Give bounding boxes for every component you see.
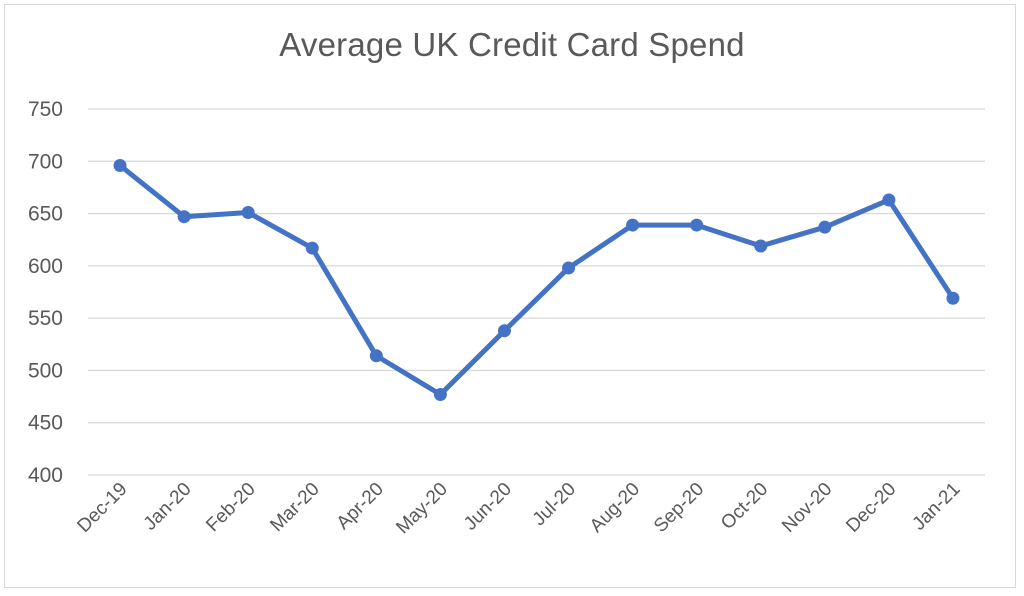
- x-tick-label: May-20: [392, 479, 452, 539]
- x-tick-label: Dec-20: [842, 479, 900, 537]
- x-tick-label: Aug-20: [586, 479, 644, 537]
- x-tick-label: Oct-20: [717, 479, 772, 534]
- y-tick-label: 450: [28, 412, 63, 435]
- data-point-marker: [754, 239, 768, 253]
- y-tick-label: 700: [28, 150, 63, 173]
- x-tick-label: Apr-20: [333, 479, 388, 534]
- x-axis-labels: Dec-19 Jan-20 Feb-20 Mar-20 Apr-20 May-20 Jun-…: [73, 479, 964, 539]
- series-line: [117, 162, 956, 397]
- x-tick-label: Dec-19: [73, 479, 131, 537]
- chart-frame: [4, 4, 1016, 588]
- x-tick-label: Mar-20: [266, 479, 323, 536]
- x-tick-label: Jun-20: [460, 479, 516, 535]
- x-tick-label: Sep-20: [650, 479, 708, 537]
- chart-title: Average UK Credit Card Spend: [279, 26, 745, 63]
- data-point-marker: [626, 218, 640, 232]
- data-point-marker: [177, 210, 191, 224]
- data-point-marker: [946, 291, 960, 305]
- gridlines: [88, 108, 985, 476]
- x-tick-label: Feb-20: [202, 479, 259, 536]
- data-point-marker: [433, 387, 447, 401]
- x-tick-label: Jan-20: [140, 479, 196, 535]
- y-tick-label: 600: [28, 255, 63, 278]
- y-tick-label: 500: [28, 359, 63, 382]
- data-point-marker: [497, 324, 511, 338]
- data-point-marker: [305, 241, 319, 255]
- data-point-marker: [882, 193, 896, 207]
- data-series: [113, 158, 960, 401]
- y-tick-label: 550: [28, 307, 63, 330]
- data-point-marker: [241, 206, 255, 220]
- x-tick-label: Jul-20: [529, 479, 580, 530]
- data-point-marker: [113, 158, 127, 172]
- y-axis-labels: 400 450 500 550 600 650 700 750: [28, 98, 63, 487]
- y-tick-label: 400: [28, 464, 63, 487]
- x-tick-label: Jan-21: [909, 479, 965, 535]
- data-point-marker: [369, 349, 383, 363]
- y-tick-label: 750: [28, 98, 63, 121]
- data-point-marker: [690, 218, 704, 232]
- y-tick-label: 650: [28, 203, 63, 226]
- x-tick-label: Nov-20: [778, 479, 836, 537]
- data-point-marker: [818, 220, 832, 234]
- data-point-marker: [562, 261, 576, 275]
